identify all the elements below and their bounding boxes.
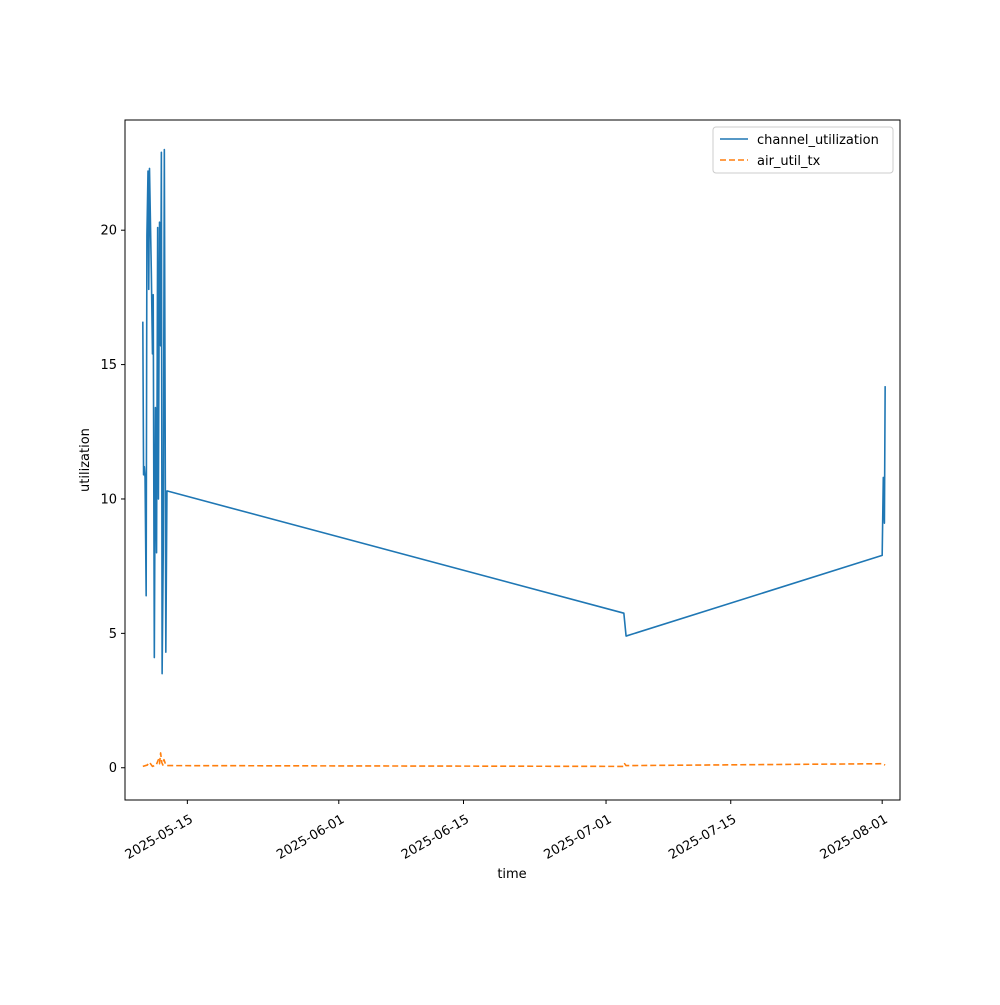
series-line-air-util-tx [142, 752, 886, 768]
legend-label-channel-utilization: channel_utilization [757, 133, 879, 148]
legend-label-air-util-tx: air_util_tx [757, 154, 821, 169]
y-axis-ticks: 0 5 10 15 20 [100, 224, 125, 776]
y-tick-label: 20 [100, 224, 117, 239]
y-tick-label: 0 [109, 761, 117, 776]
plot-area-frame [124, 119, 901, 801]
legend: channel_utilization air_util_tx [712, 126, 894, 174]
y-axis-label: utilization [78, 428, 93, 492]
legend-box [712, 126, 894, 174]
y-tick-label: 10 [100, 492, 117, 507]
y-tick-label: 5 [109, 627, 117, 642]
plot-lines [142, 148, 886, 768]
series-line-channel-utilization [142, 148, 886, 675]
y-tick-label: 15 [100, 358, 117, 373]
x-axis-label: time [497, 867, 526, 882]
